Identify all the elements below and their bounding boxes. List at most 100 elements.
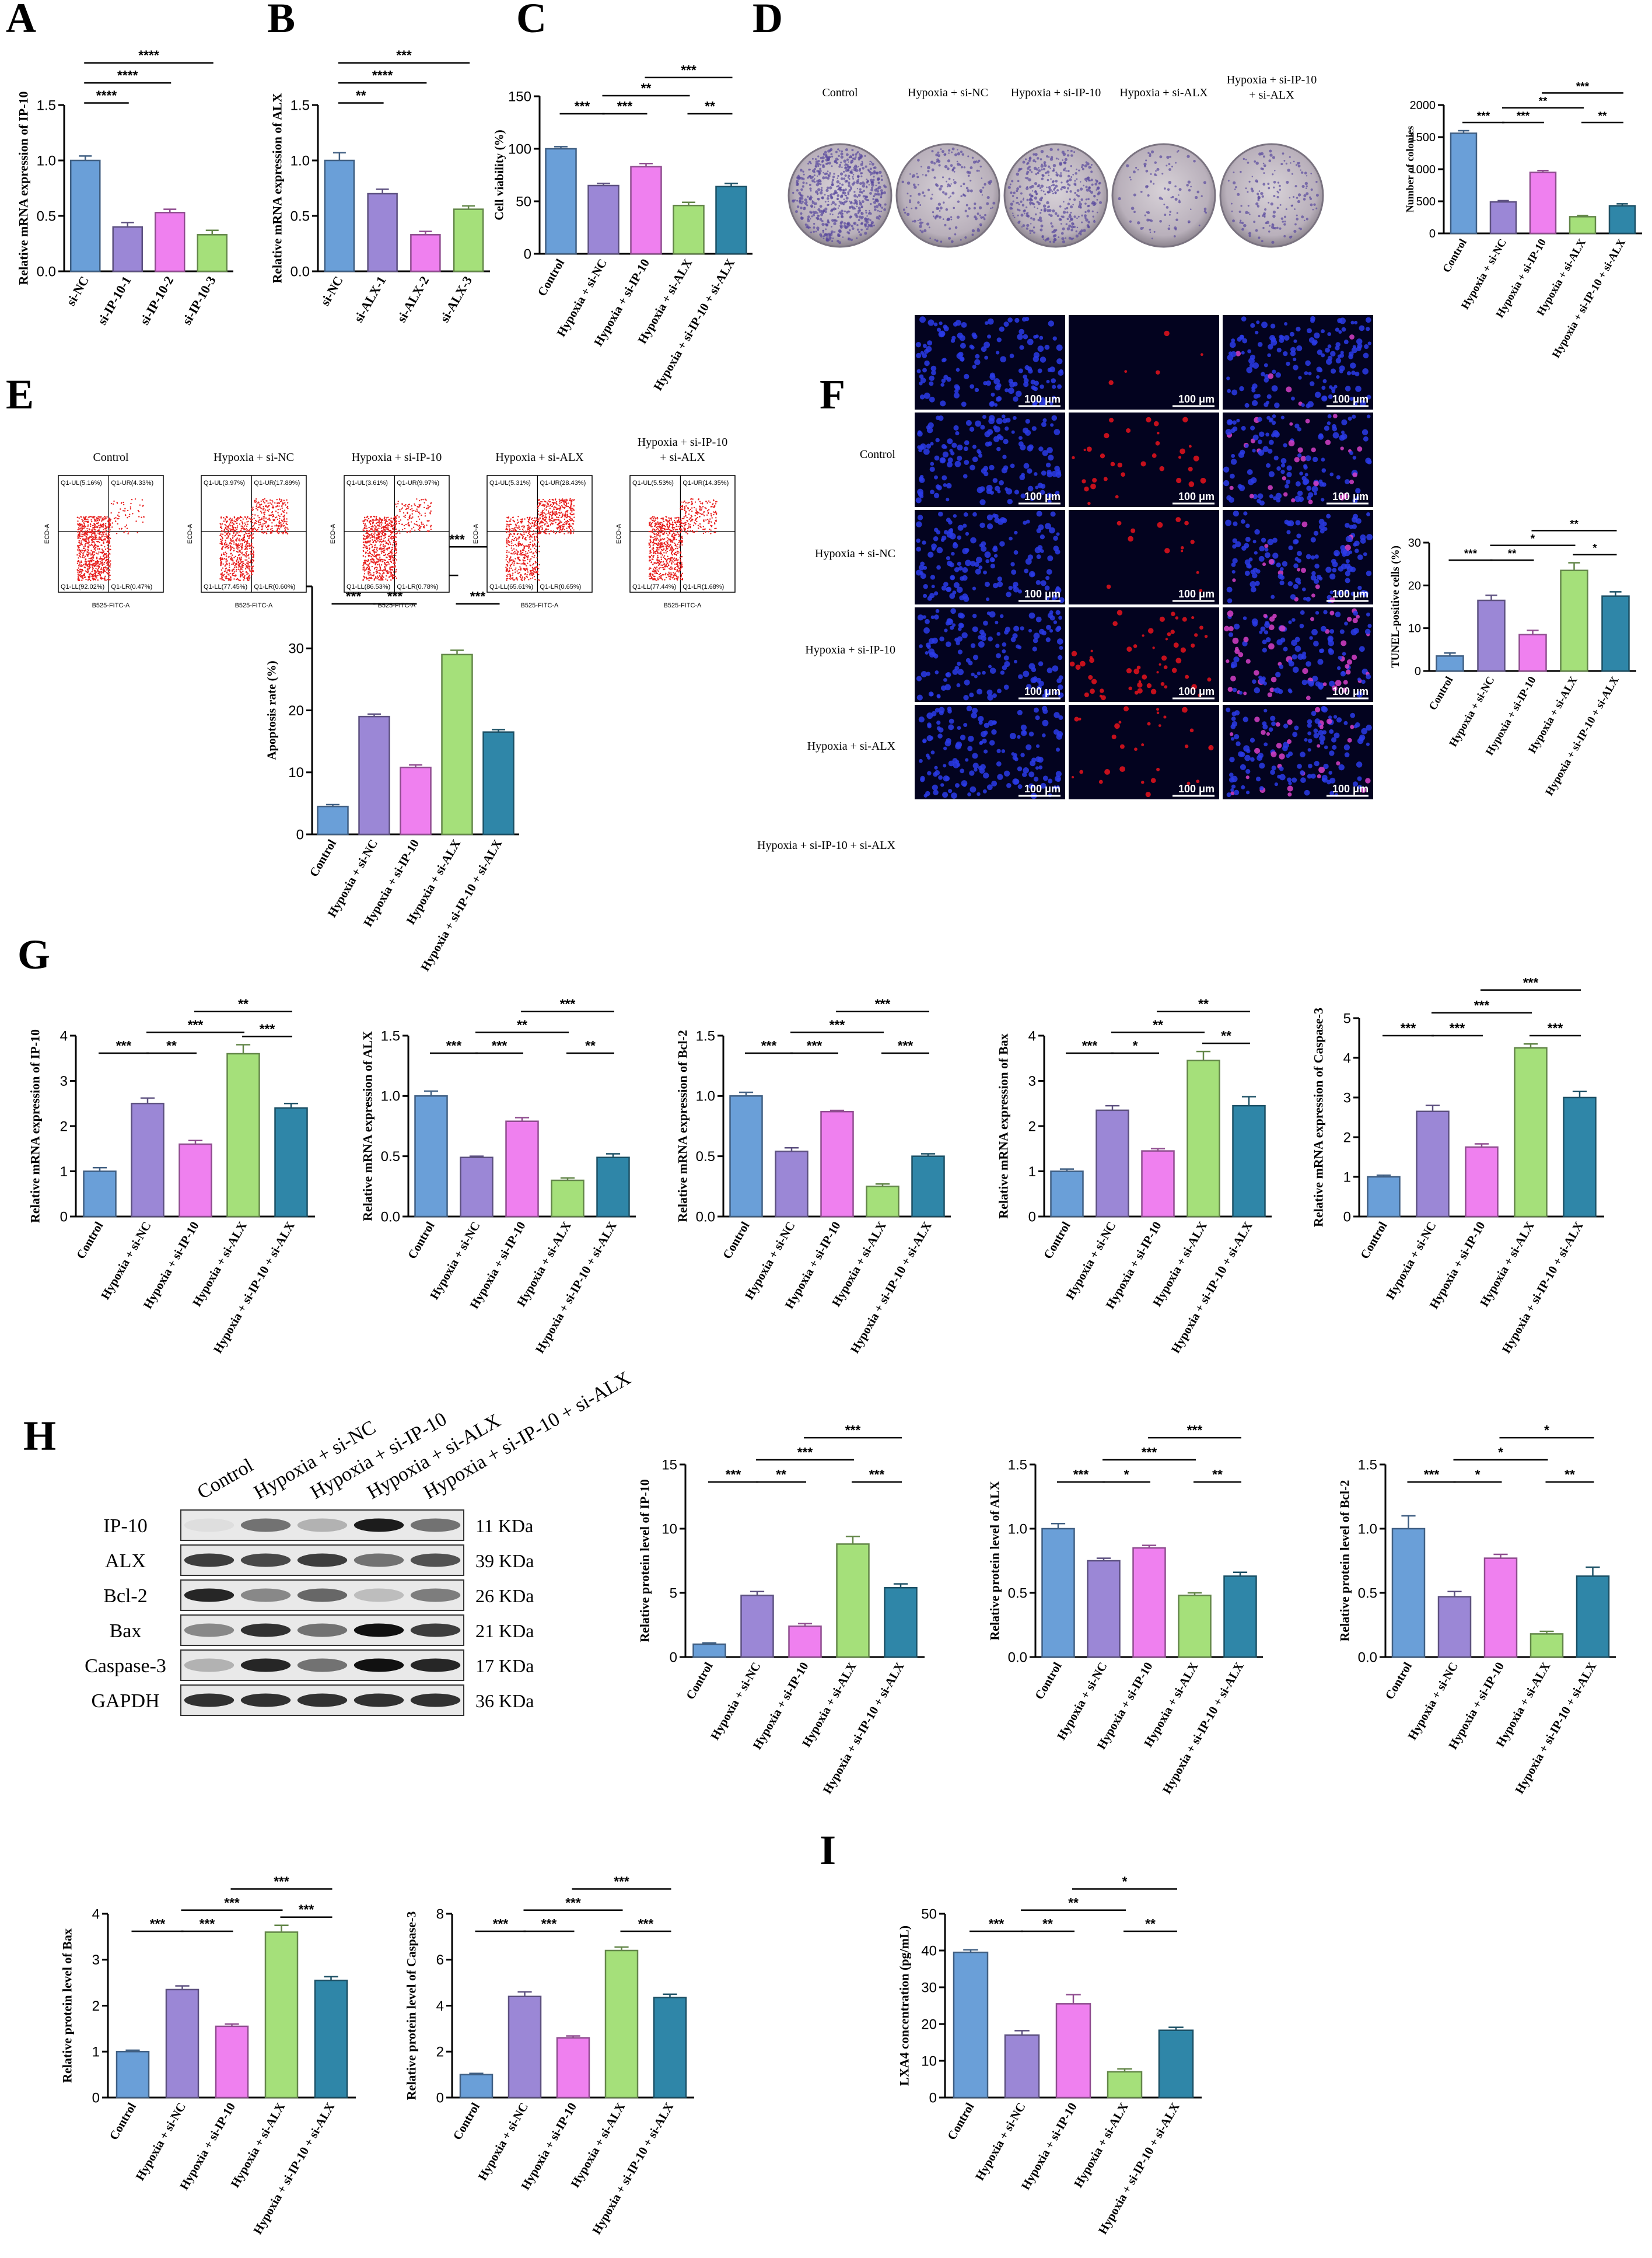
colony — [919, 229, 922, 232]
flow-x-label: B525-FITC-A — [378, 602, 416, 609]
event — [244, 559, 246, 561]
colony — [1301, 215, 1304, 219]
colony — [1049, 214, 1053, 218]
event — [363, 520, 366, 522]
event — [268, 508, 270, 511]
event — [92, 531, 94, 533]
colony — [1231, 210, 1233, 212]
event — [235, 534, 236, 536]
colony — [828, 156, 831, 158]
event — [249, 529, 251, 531]
event — [224, 534, 226, 537]
colony — [917, 159, 920, 162]
y-tick-label: 1.0 — [381, 1089, 400, 1104]
colony — [957, 162, 960, 166]
colony — [1077, 215, 1080, 218]
colony — [835, 162, 838, 165]
colony — [873, 205, 876, 208]
event — [245, 571, 247, 573]
colony — [979, 165, 982, 168]
event — [249, 543, 250, 545]
event — [386, 564, 388, 565]
event — [376, 575, 379, 577]
colony — [802, 170, 804, 173]
event — [229, 530, 232, 532]
event — [108, 518, 111, 519]
event — [239, 571, 241, 572]
event — [391, 538, 393, 540]
event — [236, 545, 238, 547]
y-tick-label: 8 — [436, 1906, 444, 1922]
event — [83, 533, 86, 534]
y-tick-label: 0 — [436, 2090, 444, 2106]
colony — [820, 209, 822, 212]
sig-label: *** — [1424, 1467, 1440, 1482]
bar-3 — [1107, 2071, 1143, 2099]
colony — [1277, 181, 1280, 184]
event — [94, 516, 96, 518]
event — [380, 543, 382, 546]
colony — [1249, 214, 1251, 215]
colony — [964, 209, 967, 212]
event — [233, 541, 235, 543]
sig-label: *** — [761, 1038, 777, 1053]
colony — [1279, 204, 1282, 206]
event — [262, 506, 264, 508]
event — [253, 555, 254, 557]
colony — [1084, 211, 1087, 214]
colony — [1174, 197, 1178, 201]
event — [260, 523, 262, 525]
event — [107, 558, 108, 561]
event — [239, 554, 241, 556]
colony — [1072, 204, 1074, 206]
bar-1 — [1477, 599, 1506, 672]
event — [381, 575, 383, 576]
colony — [1030, 217, 1033, 219]
x-tick-label: Hypoxia + si-IP-10 — [1019, 2100, 1080, 2193]
event — [277, 502, 279, 504]
event — [265, 526, 268, 529]
event — [224, 518, 226, 520]
event — [408, 506, 410, 508]
colony — [1087, 205, 1090, 208]
colony — [843, 190, 845, 192]
colony — [1171, 165, 1174, 167]
event — [94, 519, 96, 521]
colony — [844, 188, 847, 191]
event — [382, 570, 383, 572]
bar-2 — [505, 1120, 539, 1218]
dish — [1111, 143, 1216, 248]
colony — [796, 183, 799, 186]
colony — [937, 154, 941, 158]
event — [389, 558, 391, 561]
event — [262, 501, 265, 503]
event — [225, 546, 228, 547]
event — [249, 568, 250, 570]
colony — [931, 150, 934, 153]
event — [281, 507, 283, 509]
event — [247, 561, 249, 562]
event — [94, 531, 96, 533]
sig-label: *** — [560, 997, 576, 1012]
event — [257, 520, 260, 522]
colony — [856, 223, 859, 226]
colony — [819, 183, 822, 186]
x-tick-label: si-NC — [64, 274, 92, 308]
event — [404, 527, 406, 530]
event — [399, 509, 401, 511]
event — [391, 547, 393, 548]
event — [376, 572, 377, 574]
event — [85, 525, 87, 527]
colony — [1156, 167, 1160, 171]
x-tick-label: Control — [107, 2100, 139, 2142]
sig-label: *** — [470, 589, 486, 604]
event — [85, 564, 86, 566]
colony — [884, 203, 887, 206]
event — [422, 523, 424, 525]
colony — [883, 208, 886, 211]
colony — [1073, 225, 1076, 229]
y-tick-label: 0.5 — [290, 208, 310, 224]
event — [246, 577, 248, 579]
bar-3 — [441, 653, 473, 836]
